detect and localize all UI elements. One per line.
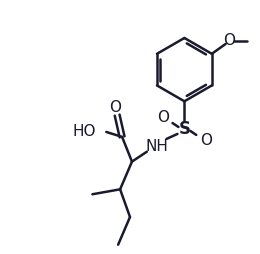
- Text: O: O: [109, 100, 121, 115]
- Text: O: O: [224, 34, 236, 49]
- Text: O: O: [200, 133, 212, 148]
- Text: HO: HO: [73, 124, 96, 139]
- Text: O: O: [157, 110, 169, 125]
- Text: NH: NH: [145, 139, 168, 154]
- Text: S: S: [178, 120, 190, 138]
